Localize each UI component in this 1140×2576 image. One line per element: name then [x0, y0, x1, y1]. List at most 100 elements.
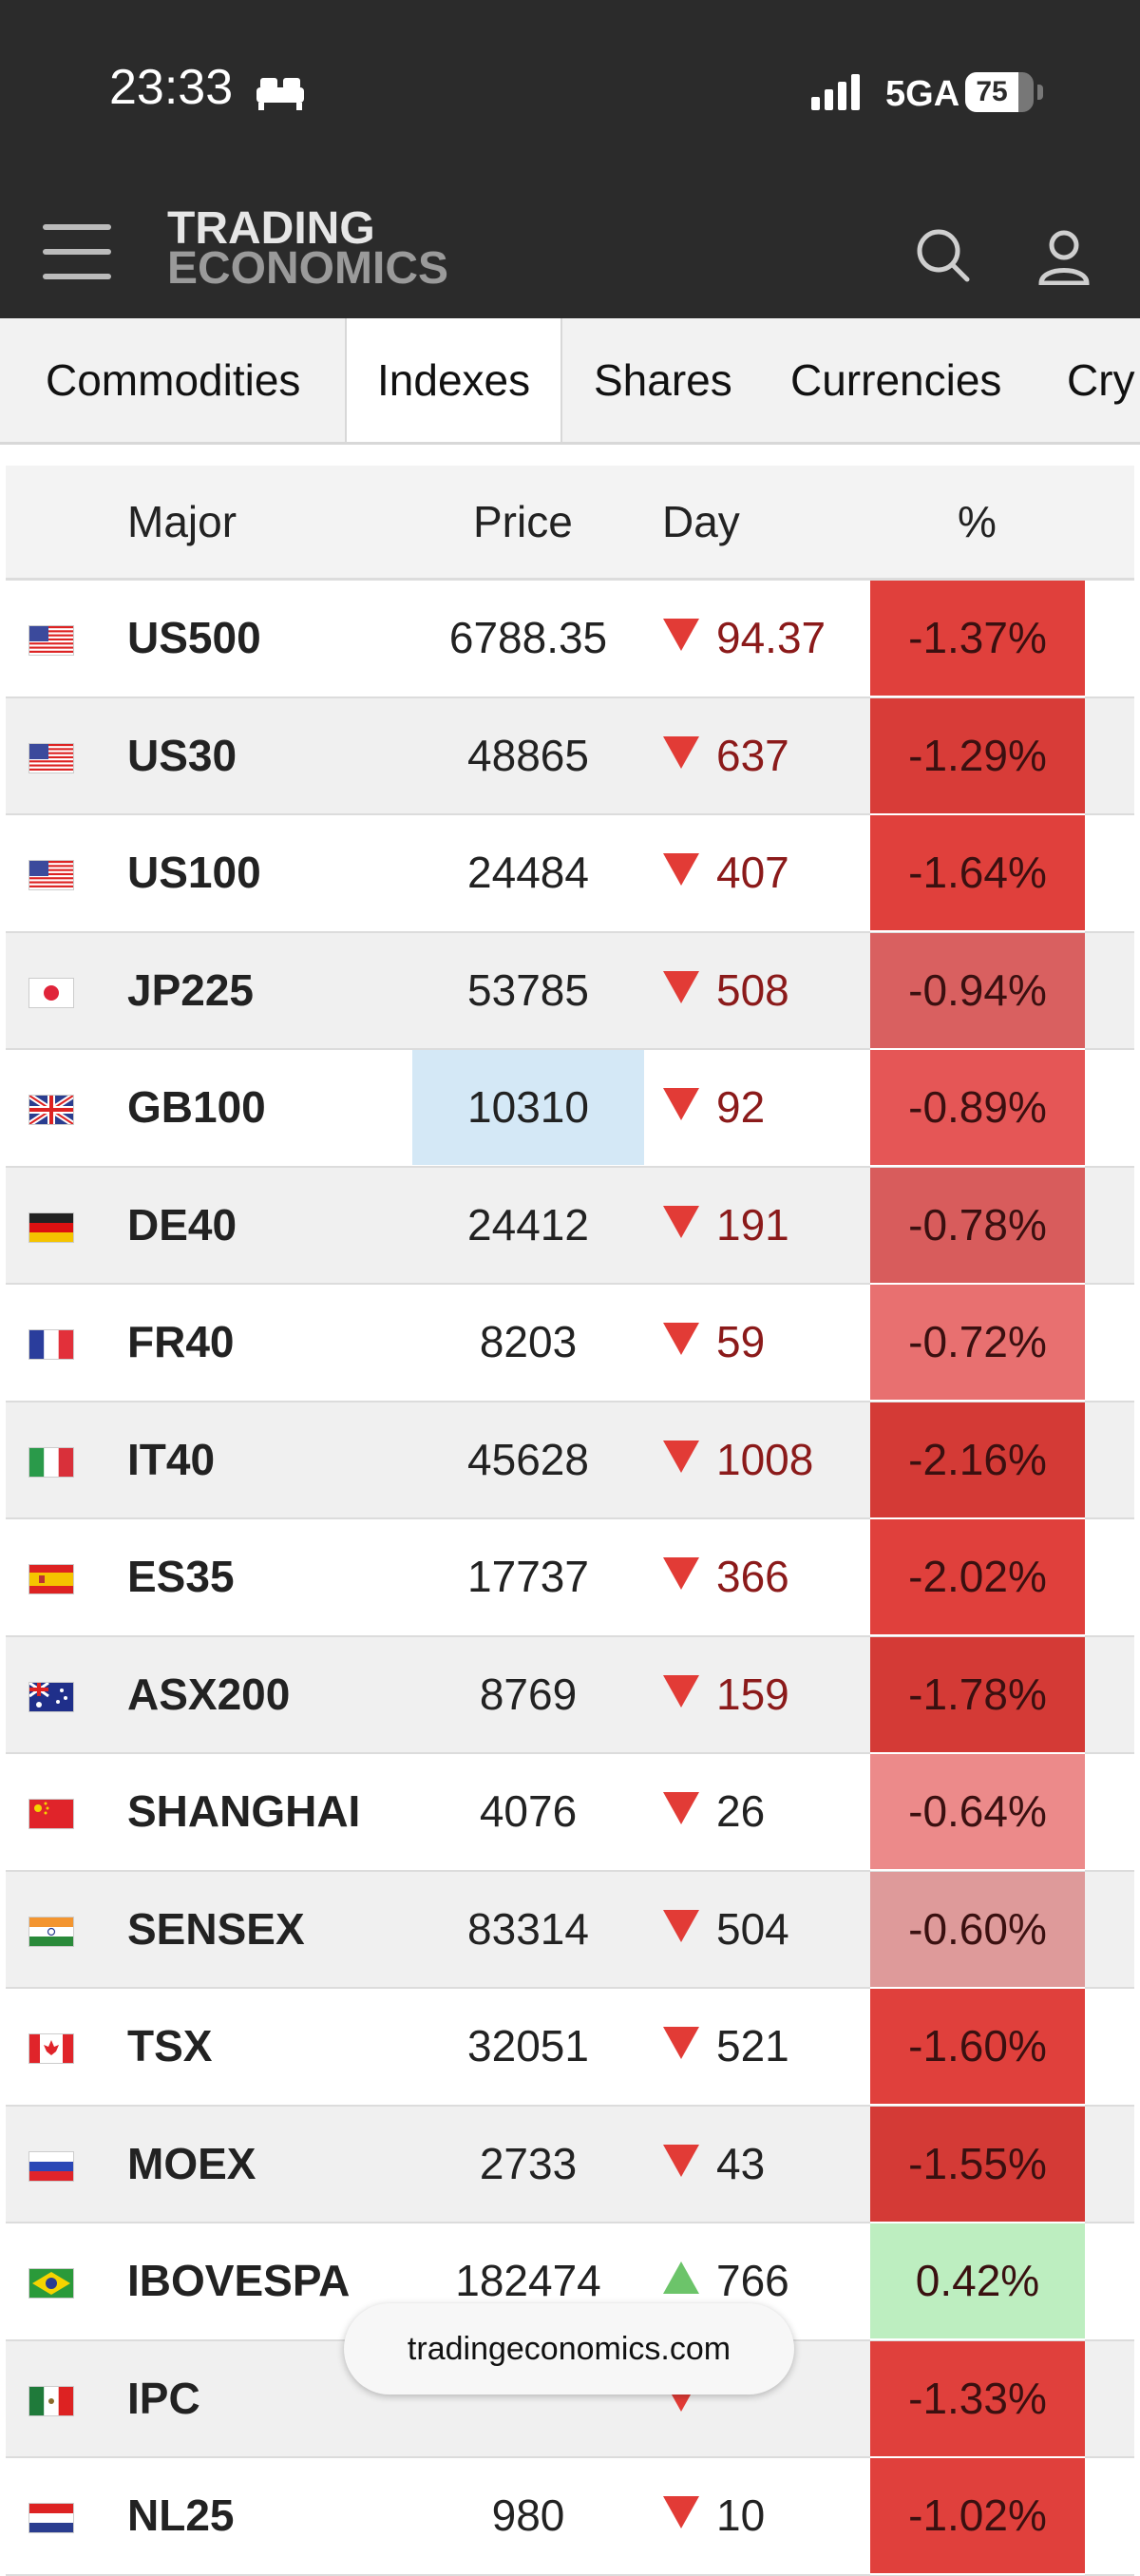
flag-nl-icon: [28, 2503, 74, 2533]
index-symbol[interactable]: IBOVESPA: [127, 2256, 351, 2305]
day-change: 94.37: [716, 613, 826, 662]
day-change: 637: [716, 730, 789, 780]
day-change: 191: [716, 1199, 789, 1250]
down-arrow-icon: [663, 1088, 699, 1120]
index-price: 83314: [467, 1903, 589, 1954]
tab-currencies[interactable]: Currencies: [790, 355, 1002, 405]
battery-icon: 75: [965, 72, 1043, 112]
index-symbol[interactable]: DE40: [127, 1199, 238, 1250]
top-bar: 23:33 5GA 75 TRADING ECONOMICS: [0, 0, 1140, 318]
user-account-icon[interactable]: [1036, 228, 1092, 285]
flag-mx-icon: [28, 2385, 74, 2416]
url-pill[interactable]: tradingeconomics.com: [344, 2303, 794, 2395]
index-symbol[interactable]: MOEX: [127, 2138, 256, 2188]
flag-us-icon: [28, 625, 74, 656]
header-day[interactable]: Day: [662, 497, 740, 546]
index-symbol[interactable]: NL25: [127, 2490, 235, 2540]
index-price: 45628: [467, 1434, 589, 1484]
index-symbol[interactable]: ES35: [127, 1552, 235, 1601]
index-symbol[interactable]: JP225: [127, 964, 255, 1015]
index-price: 2733: [479, 2138, 578, 2188]
index-symbol[interactable]: US30: [127, 730, 238, 780]
index-price: 8203: [479, 1317, 578, 1366]
index-symbol[interactable]: IT40: [127, 1434, 216, 1484]
header-percent[interactable]: %: [958, 497, 997, 546]
tab-shares[interactable]: Shares: [594, 355, 732, 405]
down-arrow-icon: [663, 1674, 699, 1708]
day-change: 10: [716, 2490, 766, 2540]
percent-change: -1.55%: [870, 2106, 1085, 2223]
flag-br-icon: [28, 2268, 74, 2299]
site-logo[interactable]: TRADING ECONOMICS: [167, 206, 449, 294]
indexes-table: Major Price Day % US500 6788.35 94.37 -1.37…: [6, 466, 1134, 2576]
index-symbol[interactable]: GB100: [127, 1082, 266, 1132]
tab-indexes[interactable]: Indexes: [345, 318, 563, 442]
percent-change: -1.37%: [870, 581, 1085, 697]
logo-line-2: ECONOMICS: [167, 243, 449, 294]
down-arrow-icon: [663, 2144, 699, 2177]
index-symbol[interactable]: IPC: [127, 2373, 200, 2423]
percent-change: -0.64%: [870, 1754, 1085, 1871]
flag-us-icon: [28, 742, 74, 773]
percent-change: -1.33%: [870, 2340, 1085, 2458]
table-row[interactable]: SHANGHAI 4076 26 -0.64%: [6, 1754, 1134, 1872]
header-major[interactable]: Major: [127, 497, 238, 546]
percent-change: -1.29%: [870, 697, 1085, 815]
table-row[interactable]: DE40 24412 191 -0.78%: [6, 1167, 1134, 1285]
search-icon[interactable]: [914, 226, 971, 283]
table-row[interactable]: US30 48865 637 -1.29%: [6, 697, 1134, 815]
flag-cn-icon: [28, 1799, 74, 1829]
flag-in-icon: [28, 1916, 74, 1947]
index-price: 53785: [467, 964, 589, 1015]
table-row[interactable]: MOEX 2733 43 -1.55%: [6, 2106, 1134, 2223]
table-row[interactable]: GB100 10310 92 -0.89%: [6, 1050, 1134, 1168]
flag-it-icon: [28, 1446, 74, 1478]
table-body: US500 6788.35 94.37 -1.37% US30 48865 637 -1.29…: [6, 581, 1134, 2576]
day-change: 508: [716, 964, 789, 1015]
down-arrow-icon: [663, 1323, 699, 1355]
table-row[interactable]: JP225 53785 508 -0.94%: [6, 932, 1134, 1050]
table-row[interactable]: US100 24484 407 -1.64%: [6, 815, 1134, 933]
index-symbol[interactable]: TSX: [127, 2021, 213, 2070]
table-row[interactable]: NL25 980 10 -1.02%: [6, 2458, 1134, 2576]
index-symbol[interactable]: US500: [127, 613, 261, 662]
table-row[interactable]: US500 6788.35 94.37 -1.37%: [6, 581, 1134, 698]
percent-change: -1.78%: [870, 1636, 1085, 1754]
hamburger-menu-icon[interactable]: [43, 224, 111, 279]
flag-au-icon: [28, 1681, 74, 1712]
index-price: 10310: [412, 1050, 644, 1165]
tab-commodities[interactable]: Commodities: [46, 355, 301, 405]
index-symbol[interactable]: SHANGHAI: [127, 1786, 361, 1836]
signal-icon: [811, 74, 860, 110]
table-row[interactable]: ASX200 8769 159 -1.78%: [6, 1636, 1134, 1754]
down-arrow-icon: [663, 2027, 699, 2059]
percent-change: -0.60%: [870, 1871, 1085, 1989]
down-arrow-icon: [663, 2496, 699, 2528]
day-change: 26: [716, 1786, 766, 1836]
day-change: 521: [716, 2021, 789, 2070]
index-symbol[interactable]: SENSEX: [127, 1903, 305, 1954]
status-time: 23:33: [109, 60, 234, 115]
tab-crypto[interactable]: Cry: [1067, 355, 1135, 405]
table-row[interactable]: ES35 17737 366 -2.02%: [6, 1519, 1134, 1637]
percent-change: -0.72%: [870, 1285, 1085, 1402]
index-symbol[interactable]: FR40: [127, 1317, 235, 1366]
index-symbol[interactable]: US100: [127, 848, 261, 897]
day-change: 43: [716, 2138, 766, 2188]
day-change: 766: [716, 2256, 789, 2305]
table-row[interactable]: IT40 45628 1008 -2.16%: [6, 1402, 1134, 1519]
table-row[interactable]: SENSEX 83314 504 -0.60%: [6, 1871, 1134, 1989]
index-symbol[interactable]: ASX200: [127, 1669, 291, 1719]
down-arrow-icon: [663, 1440, 699, 1473]
table-row[interactable]: TSX 32051 521 -1.60%: [6, 1989, 1134, 2107]
day-change: 504: [716, 1903, 789, 1954]
index-price: 48865: [467, 730, 589, 780]
index-price: 6788.35: [448, 613, 608, 662]
day-change: 59: [716, 1317, 766, 1366]
day-change: 366: [716, 1552, 789, 1601]
header-price[interactable]: Price: [473, 497, 573, 546]
flag-de-icon: [28, 1212, 74, 1243]
table-row[interactable]: FR40 8203 59 -0.72%: [6, 1285, 1134, 1402]
index-price: 182474: [455, 2256, 601, 2305]
down-arrow-icon: [663, 970, 699, 1003]
